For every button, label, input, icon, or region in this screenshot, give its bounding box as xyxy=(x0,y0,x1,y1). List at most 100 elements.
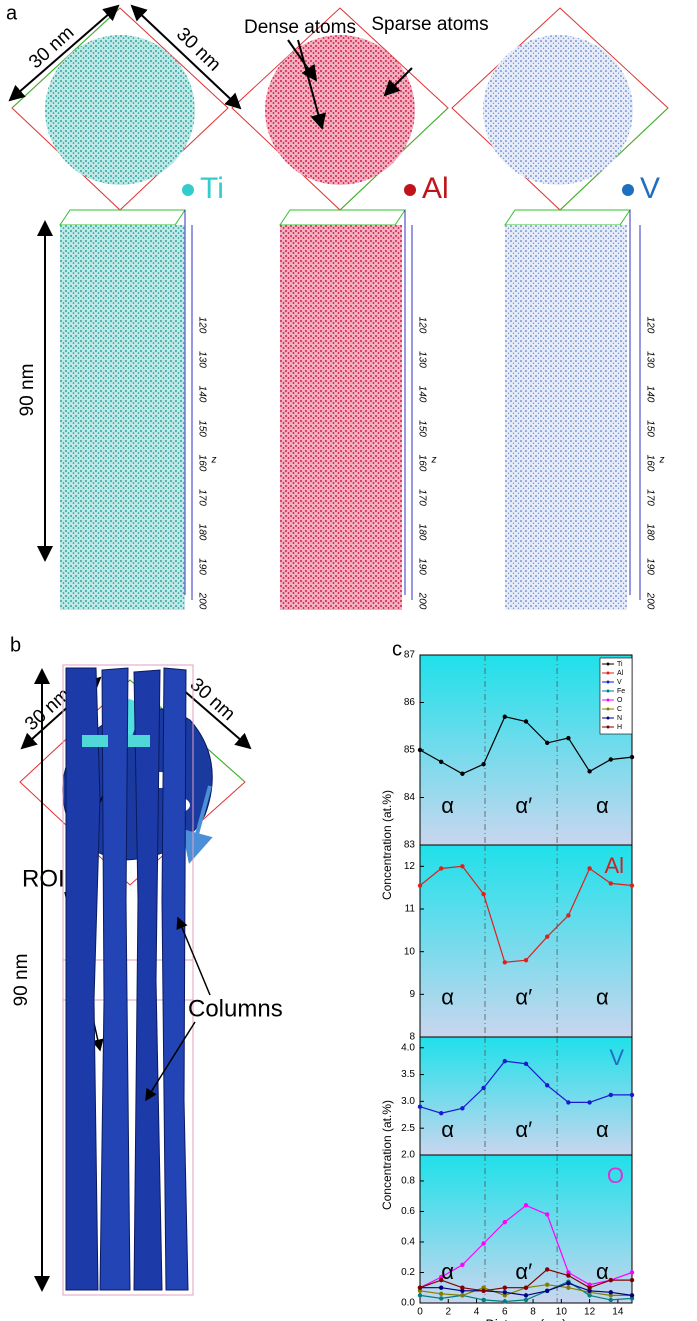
x-tick-label: 0 xyxy=(417,1307,423,1318)
data-point xyxy=(460,1293,465,1298)
data-point xyxy=(481,1085,486,1091)
data-point xyxy=(523,1203,529,1208)
roi xyxy=(128,735,150,747)
frame xyxy=(59,209,186,226)
pointer xyxy=(176,916,211,996)
frame xyxy=(504,209,631,226)
y-axis-label: Concentration (at.%) xyxy=(380,1100,394,1210)
data-point xyxy=(587,866,592,871)
y-tick-label: 9 xyxy=(409,989,415,1000)
z-tick-label: 120 xyxy=(644,317,655,334)
data-point xyxy=(502,1293,507,1298)
data-point xyxy=(545,1288,550,1293)
z-tick-label: 200 xyxy=(196,592,207,610)
data-point xyxy=(460,1262,465,1268)
x-tick-label: 10 xyxy=(556,1307,568,1318)
data-point xyxy=(566,1280,571,1286)
data-point xyxy=(502,714,507,719)
y-tick-label: 11 xyxy=(405,904,416,915)
ti-column xyxy=(59,209,186,610)
z-tick-label: 180 xyxy=(196,524,207,541)
z-tick-label: 120 xyxy=(416,317,427,334)
data-point xyxy=(523,719,529,724)
panel-label: b xyxy=(10,634,21,656)
data-point xyxy=(587,769,592,774)
data-point xyxy=(545,740,550,746)
data-point xyxy=(629,1277,635,1283)
y-axis-label: Concentration (at.%) xyxy=(380,790,394,900)
phase-label: α xyxy=(441,793,454,818)
y-tick-label: 8 xyxy=(409,1032,415,1043)
legend-label: Al xyxy=(617,670,624,677)
element-label: V xyxy=(640,172,660,205)
atom-column xyxy=(60,225,185,610)
atom-map xyxy=(483,35,633,185)
legend-marker xyxy=(606,689,610,693)
data-point xyxy=(608,881,613,886)
x-tick-label: 6 xyxy=(502,1307,508,1318)
data-point xyxy=(629,1270,635,1275)
data-point xyxy=(545,1282,550,1287)
data-point xyxy=(629,1296,635,1301)
z-tick-label: 140 xyxy=(644,386,655,403)
data-point xyxy=(417,1293,423,1298)
z-axes: 120 130 140 150 160 170 180 190 200 z 120 130 140 150… xyxy=(191,225,665,610)
x-tick-label: 4 xyxy=(474,1307,480,1318)
plot-area xyxy=(419,1036,633,1156)
data-point xyxy=(566,1285,571,1290)
element-label: Al xyxy=(604,853,624,878)
y-tick-label: 0.6 xyxy=(401,1206,415,1217)
z-tick-label: 160 xyxy=(416,455,427,472)
data-point xyxy=(481,891,486,897)
data-point xyxy=(417,1104,423,1109)
data-point xyxy=(545,934,550,939)
x-axis-label: Distance (nm) xyxy=(486,1316,567,1321)
column-stack xyxy=(62,664,194,1296)
z-tick-label: 140 xyxy=(416,386,427,403)
scale-label: 90 nm xyxy=(17,364,38,417)
z-axis-label: z xyxy=(659,455,665,466)
pointer xyxy=(287,39,318,82)
legend-label: O xyxy=(617,697,623,704)
y-tick-label: 2.0 xyxy=(401,1150,415,1161)
data-point xyxy=(566,913,571,918)
data-point xyxy=(502,1058,507,1064)
al-map xyxy=(231,7,449,211)
column xyxy=(161,667,189,1291)
phase-label: α xyxy=(441,1259,454,1284)
x-tick-label: 12 xyxy=(584,1307,596,1318)
y-tick-label: 85 xyxy=(404,745,416,756)
y-tick-label: 12 xyxy=(404,861,416,872)
atom-map xyxy=(45,35,195,185)
element-label: O xyxy=(607,1163,624,1188)
z-tick-label: 160 xyxy=(644,455,655,472)
data-point xyxy=(481,1285,486,1290)
scale-label: 90 nm xyxy=(11,954,32,1007)
annotation: Dense atoms xyxy=(244,17,356,38)
data-point xyxy=(417,1285,423,1290)
y-tick-label: 0.0 xyxy=(401,1298,415,1309)
roi-label: ROI xyxy=(22,865,65,892)
data-point xyxy=(481,1288,486,1293)
legend-marker xyxy=(606,707,610,711)
data-point xyxy=(460,864,465,869)
element-dot xyxy=(182,184,194,196)
pointer xyxy=(297,39,327,130)
data-point xyxy=(417,883,423,888)
element-dot xyxy=(404,184,416,196)
data-point xyxy=(439,1277,444,1283)
data-point xyxy=(629,754,635,760)
column xyxy=(133,669,163,1291)
z-tick-label: 130 xyxy=(644,351,655,368)
data-point xyxy=(566,735,571,741)
data-point xyxy=(439,866,444,871)
data-point xyxy=(460,771,465,776)
legend-marker xyxy=(606,671,610,675)
legend-marker xyxy=(606,698,610,702)
plot-area xyxy=(419,654,633,846)
data-point xyxy=(523,1061,529,1067)
data-point xyxy=(566,1270,571,1275)
frame xyxy=(279,209,406,226)
legend-marker xyxy=(606,662,610,666)
